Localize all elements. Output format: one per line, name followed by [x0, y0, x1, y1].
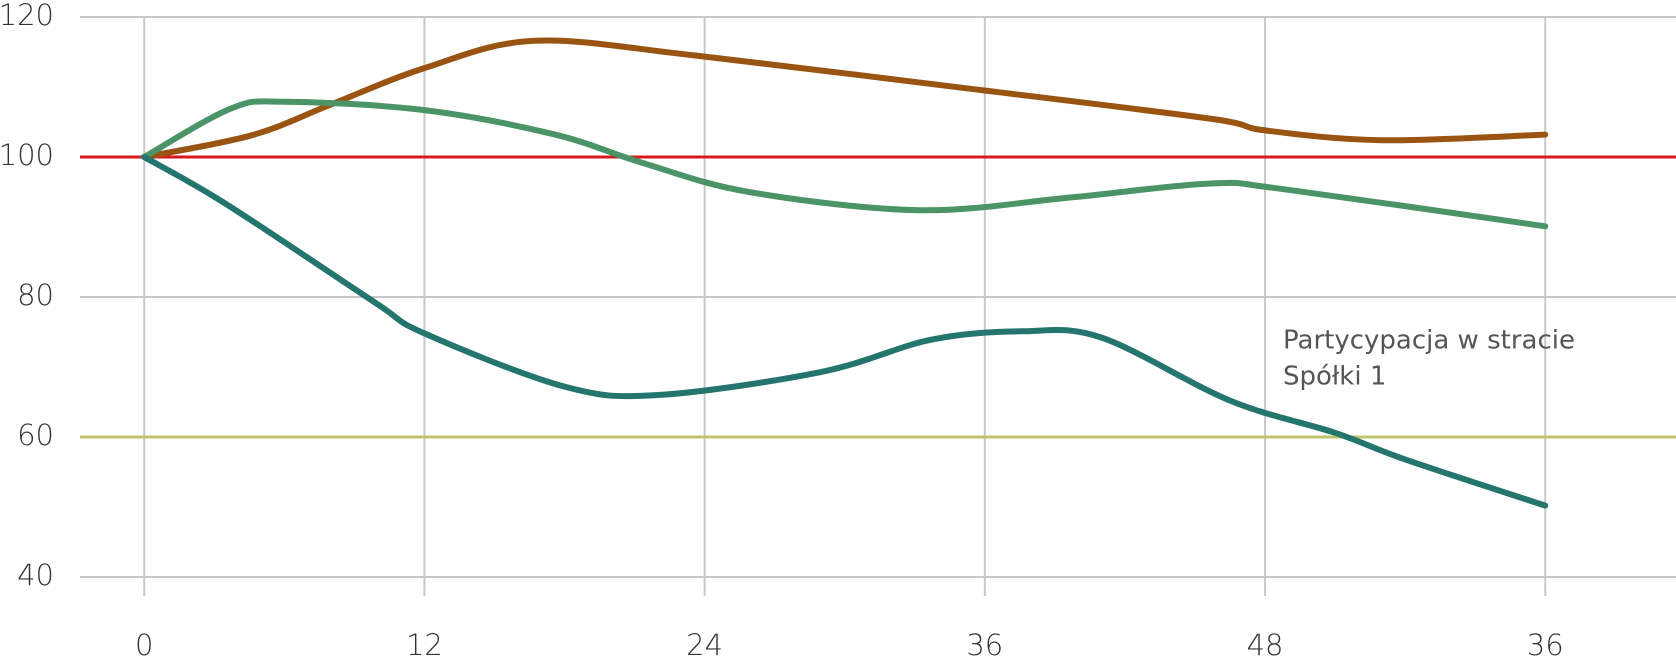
- x-tick-label: 12: [406, 628, 443, 659]
- line: [141, 98, 1549, 230]
- annotation: Spółki 1: [1283, 362, 1386, 392]
- x-tick-label: 36: [966, 628, 1003, 659]
- y-tick-label: 120: [0, 0, 54, 32]
- y-tick-label: 60: [17, 418, 54, 452]
- y-tick-label: 100: [0, 138, 54, 172]
- y-tick-label: 80: [17, 278, 54, 312]
- line: [141, 37, 1549, 160]
- line: [141, 154, 1549, 509]
- x-tick-label: 36: [1527, 628, 1564, 659]
- x-tick-label: 24: [686, 628, 723, 659]
- annotation: Partycypacja w stracie: [1283, 326, 1575, 356]
- x-tick-label: 48: [1247, 628, 1284, 659]
- x-tick-label: 0: [135, 628, 153, 659]
- reference-lines: [80, 155, 1676, 439]
- y-tick-label: 40: [17, 558, 54, 592]
- lines: [141, 37, 1549, 509]
